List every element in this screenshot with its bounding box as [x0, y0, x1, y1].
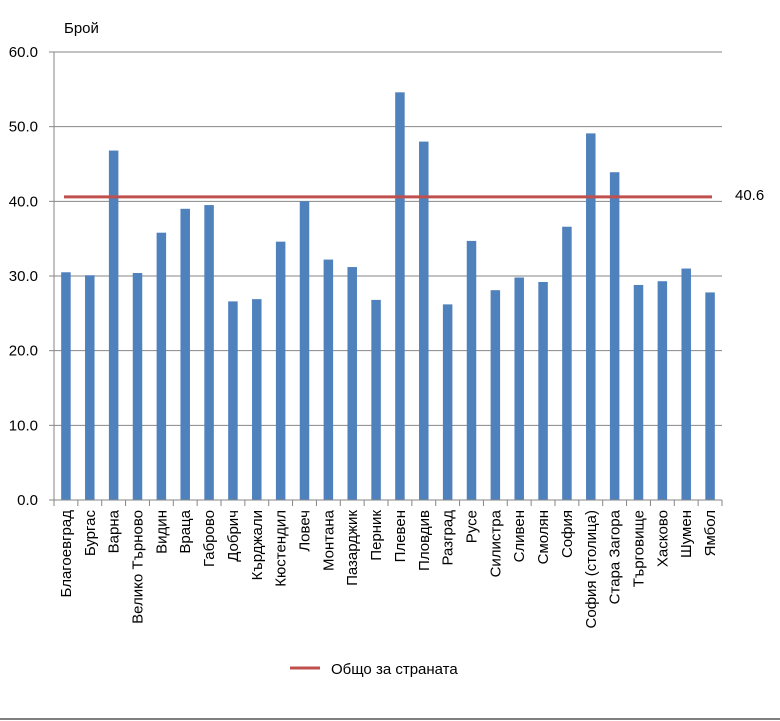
x-category-label: Хасково	[654, 510, 671, 567]
x-category-label: Смолян	[535, 510, 552, 564]
x-category-label: Шумен	[678, 510, 695, 558]
bar	[180, 208, 190, 501]
bar	[586, 133, 596, 501]
x-category-label: Велико Търново	[130, 510, 147, 624]
x-category-labels: Благоевград Бургас Варна Велико Търново Види…	[58, 509, 719, 628]
bar	[562, 226, 572, 500]
bar	[85, 275, 95, 500]
y-axis-title: Брой	[64, 20, 99, 37]
x-category-label: Бургас	[82, 510, 99, 557]
x-category-label: Кърджали	[249, 510, 266, 580]
x-category-label: Варна	[106, 509, 123, 553]
bar	[419, 141, 429, 500]
bar	[395, 92, 405, 500]
bar	[514, 277, 524, 500]
bar	[681, 268, 691, 500]
bar	[299, 201, 310, 501]
x-category-label: Благоевград	[58, 510, 75, 598]
y-tick-label: 0.0	[17, 492, 38, 509]
bars	[61, 92, 715, 501]
axes	[49, 51, 723, 506]
x-category-label: Перник	[368, 510, 385, 561]
bar	[347, 267, 357, 500]
reference-line-label: 40.6	[735, 187, 764, 204]
x-category-label: Пазарджик	[344, 510, 361, 586]
bar	[61, 272, 71, 500]
bar	[323, 259, 334, 500]
x-category-label: Плевен	[392, 510, 409, 562]
bar	[371, 299, 381, 500]
bar	[108, 150, 119, 500]
y-tick-labels: 0.0 10.0 20.0 30.0 40.0 50.0 60.0	[9, 44, 38, 509]
x-category-label: Габрово	[201, 510, 218, 567]
y-tick-label: 50.0	[9, 119, 38, 136]
x-category-label: Стара Загора	[607, 509, 624, 604]
x-category-label: Ловеч	[297, 510, 314, 552]
reference-line-group: 40.6	[64, 187, 764, 204]
y-tick-label: 30.0	[9, 268, 38, 285]
x-category-label: Ямбол	[702, 510, 719, 556]
y-tick-label: 40.0	[9, 193, 38, 210]
bar	[538, 281, 548, 500]
x-category-label: Добрич	[225, 510, 242, 562]
x-category-label: Враца	[177, 509, 194, 553]
bar	[466, 240, 477, 500]
bar	[657, 281, 668, 500]
bar	[490, 290, 501, 500]
bar	[275, 241, 286, 501]
x-category-label: Монтана	[320, 509, 337, 571]
gridlines	[54, 51, 722, 426]
x-category-label: Сливен	[511, 510, 528, 562]
x-category-label: Видин	[153, 510, 170, 554]
x-category-label: Разград	[440, 510, 457, 566]
legend-label: Общо за страната	[331, 661, 458, 678]
bar	[252, 299, 262, 500]
x-category-label: Русе	[464, 510, 481, 543]
legend: Общо за страната	[290, 661, 458, 678]
bar	[228, 301, 238, 500]
bar	[204, 205, 214, 501]
bar	[132, 273, 143, 500]
x-category-label: София	[559, 510, 576, 558]
bar	[156, 232, 167, 500]
y-tick-label: 10.0	[9, 417, 38, 434]
bar	[609, 172, 620, 501]
x-category-label: Пловдив	[416, 510, 433, 571]
x-category-label: София (столица)	[583, 510, 600, 628]
y-tick-label: 20.0	[9, 343, 38, 360]
bar	[705, 292, 715, 500]
bar	[442, 304, 453, 500]
x-category-label: Търговище	[631, 510, 648, 587]
x-category-label: Силистра	[487, 509, 504, 577]
x-category-label: Кюстендил	[273, 510, 290, 587]
y-tick-label: 60.0	[9, 44, 38, 61]
bar	[633, 284, 644, 500]
